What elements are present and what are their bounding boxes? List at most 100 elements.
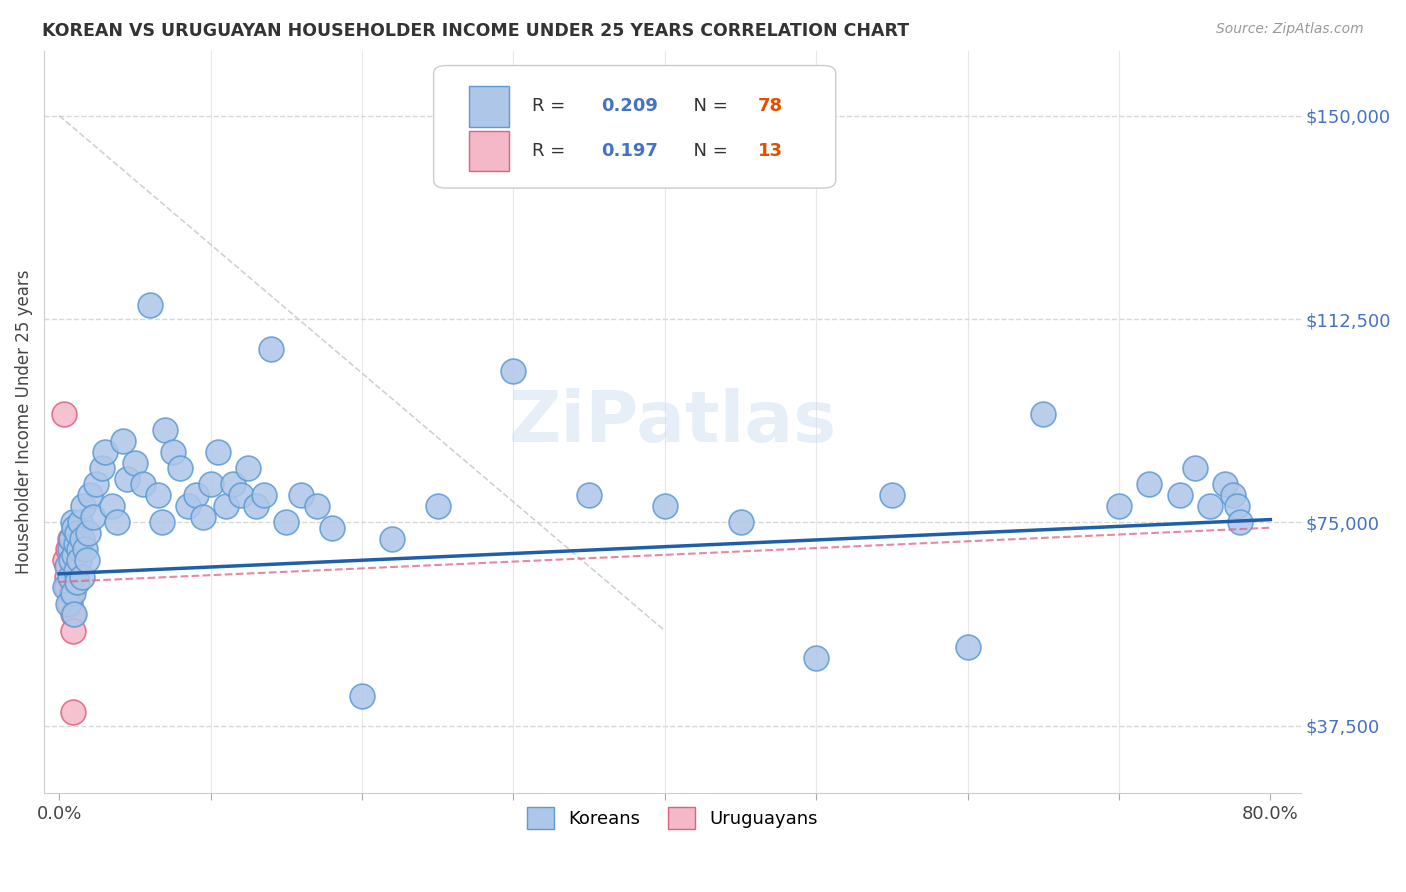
- Text: R =: R =: [531, 142, 576, 160]
- Point: [63, 607, 86, 622]
- Point: [58, 597, 80, 611]
- Point: [101, 499, 124, 513]
- Point: [426, 499, 449, 513]
- Point: [578, 488, 600, 502]
- Point: [60, 586, 83, 600]
- Point: [84, 477, 107, 491]
- Point: [53, 580, 76, 594]
- Point: [72, 499, 94, 513]
- Point: [191, 509, 214, 524]
- FancyBboxPatch shape: [433, 65, 835, 188]
- Point: [1198, 499, 1220, 513]
- Point: [1032, 407, 1054, 421]
- Point: [62, 516, 84, 530]
- Text: N =: N =: [682, 142, 734, 160]
- Text: 78: 78: [758, 97, 783, 115]
- Point: [245, 499, 267, 513]
- Point: [222, 477, 245, 491]
- Text: ZiPatlas: ZiPatlas: [509, 387, 837, 457]
- Bar: [468, 130, 509, 171]
- Point: [70, 569, 93, 583]
- Point: [238, 461, 260, 475]
- Point: [381, 532, 404, 546]
- Point: [56, 569, 79, 583]
- Point: [253, 488, 276, 502]
- Point: [276, 516, 298, 530]
- Point: [162, 445, 184, 459]
- Point: [93, 445, 115, 459]
- Point: [654, 499, 676, 513]
- Point: [806, 650, 828, 665]
- Point: [70, 532, 93, 546]
- Point: [1229, 516, 1251, 530]
- Point: [65, 537, 87, 551]
- Point: [76, 553, 98, 567]
- Point: [60, 569, 83, 583]
- Point: [146, 488, 169, 502]
- Point: [155, 423, 177, 437]
- Point: [62, 705, 84, 719]
- Point: [139, 298, 162, 312]
- Point: [62, 624, 84, 638]
- Text: 0.209: 0.209: [600, 97, 658, 115]
- Point: [169, 461, 191, 475]
- Point: [215, 499, 238, 513]
- Text: 13: 13: [758, 142, 783, 160]
- Point: [56, 580, 79, 594]
- Point: [229, 488, 252, 502]
- Point: [290, 488, 312, 502]
- Point: [66, 574, 89, 589]
- Point: [63, 548, 86, 562]
- Point: [67, 553, 90, 567]
- Point: [1184, 461, 1206, 475]
- Point: [62, 586, 84, 600]
- Point: [79, 488, 101, 502]
- Point: [184, 488, 207, 502]
- Point: [105, 516, 128, 530]
- Point: [60, 553, 83, 567]
- Point: [730, 516, 752, 530]
- Point: [177, 499, 200, 513]
- Point: [59, 532, 82, 546]
- Text: Source: ZipAtlas.com: Source: ZipAtlas.com: [1216, 22, 1364, 37]
- Point: [1137, 477, 1160, 491]
- Point: [62, 607, 84, 622]
- Point: [65, 564, 87, 578]
- Point: [56, 558, 79, 573]
- Point: [69, 516, 91, 530]
- Point: [1168, 488, 1191, 502]
- Point: [82, 509, 104, 524]
- Point: [1108, 499, 1130, 513]
- Point: [59, 542, 82, 557]
- Legend: Koreans, Uruguayans: Koreans, Uruguayans: [520, 800, 825, 837]
- Point: [60, 532, 83, 546]
- Point: [111, 434, 134, 448]
- Point: [1222, 488, 1244, 502]
- Text: R =: R =: [531, 97, 571, 115]
- Y-axis label: Householder Income Under 25 years: Householder Income Under 25 years: [15, 269, 32, 574]
- Point: [260, 342, 283, 356]
- Point: [200, 477, 222, 491]
- Point: [502, 363, 524, 377]
- Point: [305, 499, 328, 513]
- Point: [52, 407, 75, 421]
- Point: [53, 553, 76, 567]
- Point: [207, 445, 229, 459]
- Point: [1226, 499, 1249, 513]
- Point: [66, 526, 89, 541]
- Point: [131, 477, 153, 491]
- Text: KOREAN VS URUGUAYAN HOUSEHOLDER INCOME UNDER 25 YEARS CORRELATION CHART: KOREAN VS URUGUAYAN HOUSEHOLDER INCOME U…: [42, 22, 910, 40]
- Point: [77, 526, 100, 541]
- Point: [150, 516, 173, 530]
- Point: [58, 558, 80, 573]
- Point: [880, 488, 903, 502]
- Point: [59, 569, 82, 583]
- Point: [956, 640, 979, 654]
- Text: N =: N =: [682, 97, 734, 115]
- Point: [124, 456, 146, 470]
- Point: [350, 689, 373, 703]
- Point: [63, 521, 86, 535]
- Point: [90, 461, 112, 475]
- Point: [1213, 477, 1236, 491]
- Point: [59, 597, 82, 611]
